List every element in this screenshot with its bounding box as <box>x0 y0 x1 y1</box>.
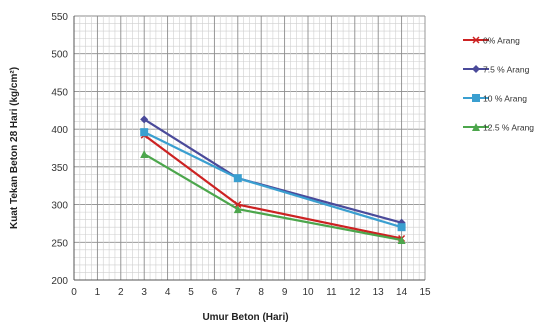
x-tick-label: 13 <box>373 287 385 298</box>
y-tick-label: 200 <box>51 276 68 287</box>
x-tick-label: 9 <box>282 287 288 298</box>
x-tick-label: 12 <box>349 287 361 298</box>
legend-label: 0% Arang <box>483 36 520 46</box>
legend-label: 7.5 % Arang <box>483 65 530 75</box>
data-point <box>397 223 406 232</box>
data-point <box>140 115 149 124</box>
y-tick-label: 250 <box>51 238 68 249</box>
data-point <box>233 174 242 183</box>
data-point <box>140 150 149 159</box>
legend-marker <box>472 36 480 44</box>
y-tick-label: 500 <box>51 50 68 61</box>
x-tick-label: 3 <box>141 287 147 298</box>
x-tick-label: 5 <box>188 287 194 298</box>
x-tick-label: 4 <box>165 287 171 298</box>
series-layer <box>140 115 406 245</box>
marker-stroke <box>234 201 242 209</box>
x-tick-label: 2 <box>118 287 124 298</box>
x-tick-label: 1 <box>95 287 101 298</box>
x-axis-title: Umur Beton (Hari) <box>202 312 288 323</box>
x-tick-label: 10 <box>302 287 314 298</box>
legend-label: 10 % Arang <box>483 94 527 104</box>
data-point <box>397 236 406 245</box>
y-axis-title: Kuat Tekan Beton 28 Hari (kg/cm²) <box>9 67 20 229</box>
x-tick-label: 6 <box>212 287 218 298</box>
marker-stroke <box>472 36 480 44</box>
x-tick-label: 15 <box>419 287 431 298</box>
legend-marker <box>472 65 480 73</box>
legend-marker <box>472 94 480 102</box>
x-tick-label: 14 <box>396 287 408 298</box>
y-tick-label: 400 <box>51 125 68 136</box>
x-tick-label: 0 <box>71 287 77 298</box>
labels: Umur Beton (Hari) Kuat Tekan Beton 28 Har… <box>9 67 289 323</box>
grid <box>73 15 426 281</box>
y-tick-label: 550 <box>51 12 68 23</box>
data-point <box>140 128 149 137</box>
legend: 0% Arang 7.5 % Arang 10 % Arang 12.5 % Aran… <box>463 36 534 133</box>
data-point <box>234 201 242 209</box>
legend-label: 12.5 % Arang <box>483 123 534 133</box>
data-point <box>233 205 242 214</box>
y-tick-label: 300 <box>51 201 68 212</box>
y-tick-label: 350 <box>51 163 68 174</box>
x-tick-label: 11 <box>326 287 337 298</box>
legend-marker <box>472 123 480 131</box>
x-tick-label: 7 <box>235 287 241 298</box>
x-tick-label: 8 <box>258 287 264 298</box>
y-tick-label: 450 <box>51 87 68 98</box>
